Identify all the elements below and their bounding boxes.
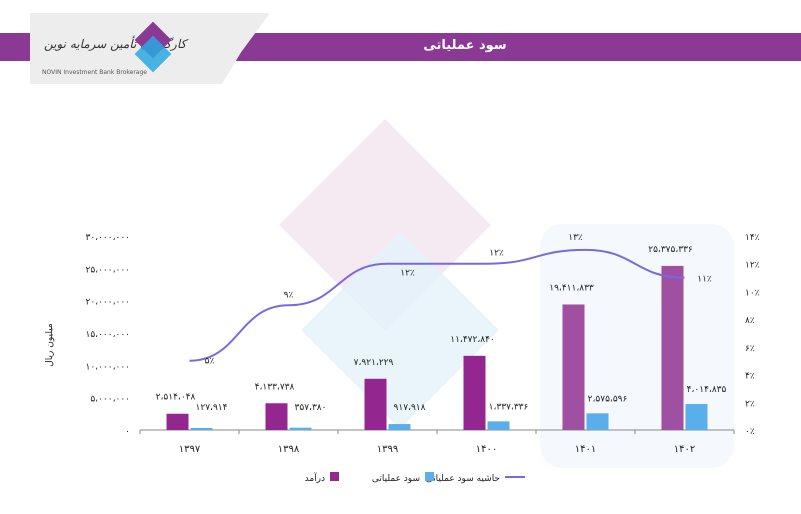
y-tick-label: ۲۰،۰۰۰،۰۰۰: [86, 298, 130, 308]
y2-tick-label: ۱۰٪: [745, 288, 760, 298]
logo-subtext: NOVIN Investment Bank Brokerage: [42, 69, 147, 76]
bar-profit: [388, 424, 411, 430]
data-label-profit: ۴،۰۱۴،۸۳۵: [687, 385, 727, 395]
data-label-revenue: ۲۵،۳۷۵،۳۳۶: [648, 245, 693, 255]
data-label-margin: ۵٪: [205, 357, 215, 367]
x-tick-label: ۱۴۰۰: [476, 444, 497, 455]
data-label-profit: ۹۱۷،۹۱۸: [394, 403, 426, 413]
watermark-shape: [301, 231, 499, 429]
data-label-profit: ۱۲۷،۹۱۴: [196, 403, 228, 413]
x-tick-label: ۱۳۹۹: [377, 444, 398, 455]
legend-profit-label: سود عملیاتی: [372, 474, 420, 484]
bar-profit: [190, 428, 213, 430]
y2-tick-label: ۰٪: [745, 427, 755, 437]
y-tick-label: ۱۵،۰۰۰،۰۰۰: [86, 330, 130, 340]
y2-tick-label: ۶٪: [745, 344, 755, 354]
legend-margin-label: حاشیه سود عملیاتی: [426, 474, 500, 484]
data-label-revenue: ۲،۵۱۴،۰۴۸: [156, 393, 196, 403]
page-title: سود عملیاتی: [423, 38, 507, 53]
y-tick-label: ۰: [125, 427, 130, 437]
data-label-margin: ۹٪: [284, 290, 294, 300]
y-tick-label: ۵،۰۰۰،۰۰۰: [90, 395, 130, 405]
bar-revenue: [463, 355, 486, 430]
data-label-revenue: ۴،۱۳۳،۷۳۸: [255, 382, 295, 392]
legend-profit-swatch: [425, 472, 434, 481]
logo-diamond-icon: [134, 21, 172, 73]
data-label-revenue: ۱۱،۴۷۲،۸۴۰: [450, 335, 494, 345]
bar-profit: [487, 421, 510, 430]
bar-profit: [289, 427, 312, 430]
data-label-profit: ۳۵۷،۳۸۰: [295, 403, 327, 413]
bar-revenue: [562, 304, 585, 430]
data-label-margin: ۱۲٪: [489, 249, 504, 259]
x-tick-label: ۱۴۰۱: [575, 444, 596, 455]
data-label-margin: ۱۱٪: [697, 275, 712, 285]
bar-revenue: [364, 378, 387, 430]
x-tick-label: ۱۴۰۲: [674, 444, 695, 455]
legend-revenue-label: درآمد: [305, 472, 325, 484]
data-label-margin: ۱۲٪: [400, 269, 415, 279]
y2-tick-label: ۴٪: [745, 372, 755, 382]
y2-tick-label: ۸٪: [745, 316, 755, 326]
data-label-profit: ۱،۳۳۷،۳۳۶: [489, 402, 529, 412]
data-label-profit: ۲،۵۷۵،۵۹۶: [588, 394, 628, 404]
data-label-margin: ۱۳٪: [568, 233, 583, 243]
bar-revenue: [661, 265, 684, 430]
y2-tick-label: ۱۴٪: [745, 233, 760, 243]
bar-profit: [685, 404, 708, 430]
y2-tick-label: ۱۲٪: [745, 261, 760, 271]
y-tick-label: ۳۰،۰۰۰،۰۰۰: [86, 233, 130, 243]
y-axis-label: میلیون ریال: [45, 323, 55, 367]
legend-revenue-swatch: [330, 472, 339, 481]
x-tick-label: ۱۳۹۸: [278, 444, 300, 455]
data-label-revenue: ۷،۹۲۱،۲۲۹: [354, 358, 394, 368]
y2-tick-label: ۲٪: [745, 399, 755, 409]
bar-revenue: [166, 413, 189, 430]
data-label-revenue: ۱۹،۴۱۱،۸۳۳: [549, 283, 594, 293]
y-tick-label: ۲۵،۰۰۰،۰۰۰: [86, 265, 130, 275]
y-tick-label: ۱۰،۰۰۰،۰۰۰: [86, 362, 130, 372]
bar-revenue: [265, 403, 288, 430]
x-tick-label: ۱۳۹۷: [179, 444, 201, 455]
line-margin: [189, 248, 685, 362]
logo: کارگزاری تأمین سرمایه نوین NOVIN Investm…: [30, 13, 270, 84]
bar-profit: [586, 413, 609, 430]
